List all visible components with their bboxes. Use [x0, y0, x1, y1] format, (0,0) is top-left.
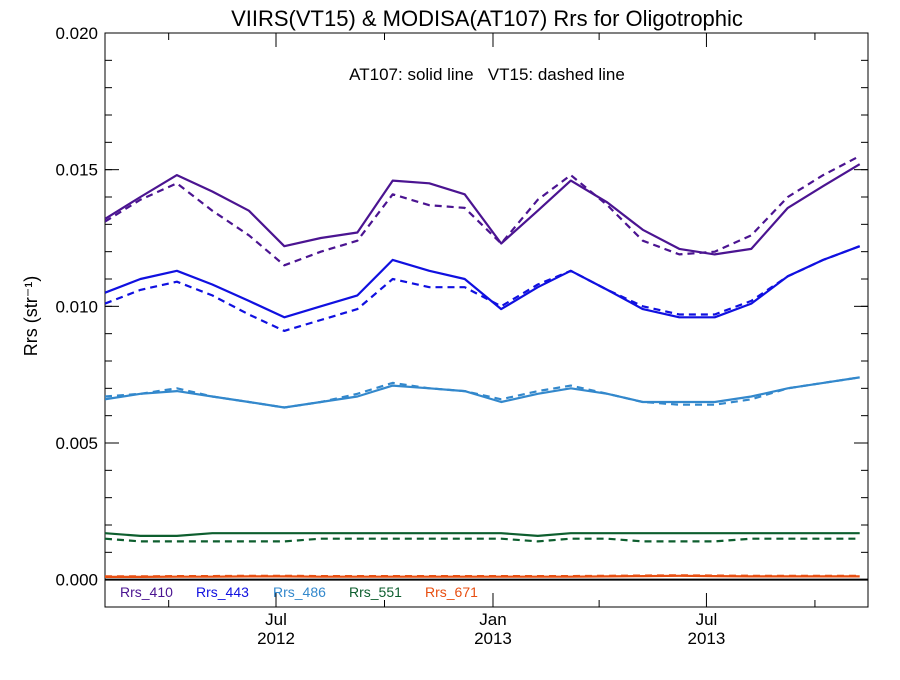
y-tick-label: 0.010 — [55, 297, 98, 316]
series-line-rrs-671-vt15 — [105, 574, 860, 578]
series-line-rrs-486-vt15 — [105, 376, 860, 409]
y-tick-label: 0.000 — [55, 571, 98, 590]
y-tick-label: 0.020 — [55, 24, 98, 43]
y-axis-title: Rrs (str⁻¹) — [21, 276, 41, 356]
series-line-rrs-410-at107 — [105, 163, 861, 256]
legend-entry-rrs-551: Rrs_551 — [349, 584, 402, 600]
series-line-rrs-443-at107 — [105, 245, 861, 319]
x-tick-month-label: Jul — [265, 610, 287, 629]
plot-area: 0.0000.0050.0100.0150.020Jul2012Jan2013J… — [55, 24, 869, 648]
series-line-rrs-410-vt15 — [105, 155, 861, 267]
x-tick-year-label: 2013 — [688, 629, 726, 648]
x-tick-month-label: Jan — [479, 610, 506, 629]
x-tick-year-label: 2013 — [474, 629, 512, 648]
x-tick-month-label: Jul — [696, 610, 718, 629]
chart-title: VIIRS(VT15) & MODISA(AT107) Rrs for Olig… — [231, 6, 743, 31]
y-tick-label: 0.015 — [55, 161, 98, 180]
series-line-rrs-443-vt15 — [105, 245, 861, 332]
legend-entry-rrs-410: Rrs_410 — [120, 584, 173, 600]
line-style-annotation: AT107: solid line VT15: dashed line — [349, 65, 625, 84]
plot-frame — [104, 32, 869, 608]
series-line-rrs-486-at107 — [105, 376, 860, 409]
series-line-rrs-551-at107 — [105, 532, 860, 538]
x-tick-year-label: 2012 — [257, 629, 295, 648]
y-tick-label: 0.005 — [55, 434, 98, 453]
legend-entry-rrs-486: Rrs_486 — [273, 584, 326, 600]
series-line-rrs-551-vt15 — [105, 537, 860, 543]
legend-entry-rrs-671: Rrs_671 — [425, 584, 478, 600]
legend-entry-rrs-443: Rrs_443 — [196, 584, 249, 600]
